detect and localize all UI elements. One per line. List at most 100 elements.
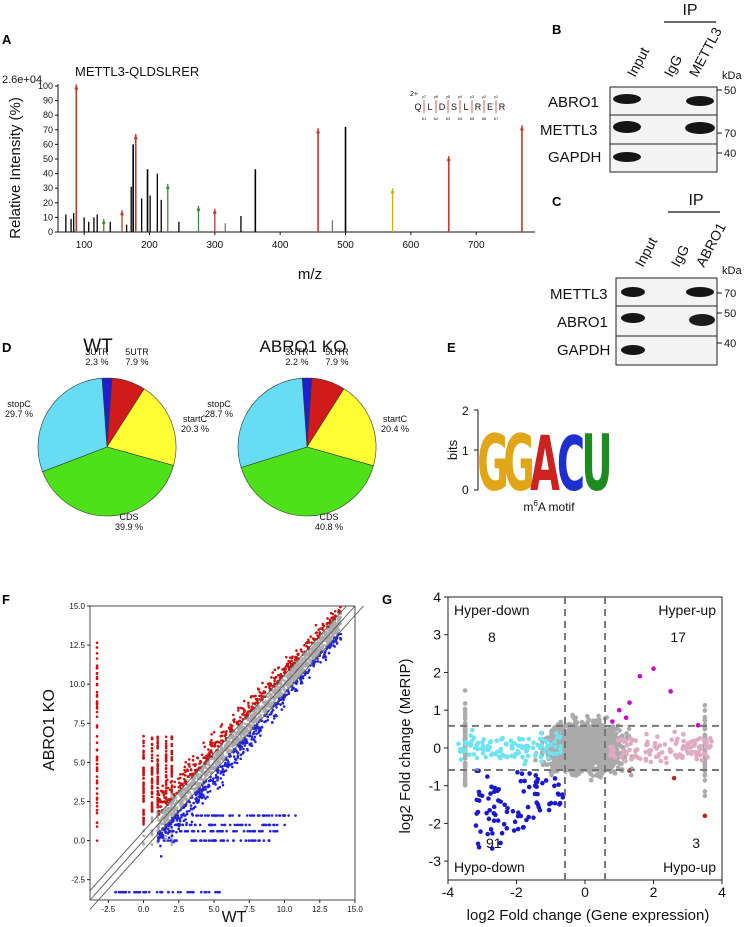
data-point xyxy=(170,802,173,806)
data-point xyxy=(156,786,159,790)
y-tick-label: 3 xyxy=(433,627,441,643)
data-point xyxy=(337,610,340,614)
data-point xyxy=(204,774,208,777)
data-point xyxy=(705,754,710,760)
data-point xyxy=(253,709,256,713)
data-point xyxy=(287,814,290,817)
data-point xyxy=(574,720,580,725)
data-point xyxy=(605,762,611,767)
data-point xyxy=(295,649,298,652)
data-point xyxy=(575,751,581,757)
pie-slice-label: startC xyxy=(383,414,408,424)
data-point xyxy=(526,814,531,820)
data-point xyxy=(190,793,193,796)
data-point xyxy=(156,767,159,771)
data-point xyxy=(504,809,510,815)
data-point xyxy=(304,665,307,668)
data-point xyxy=(183,774,187,777)
pie-slice xyxy=(306,388,377,467)
data-point xyxy=(156,782,159,786)
data-point xyxy=(170,749,174,753)
data-point xyxy=(252,814,256,817)
data-point xyxy=(190,823,193,827)
data-point xyxy=(235,761,239,765)
data-point xyxy=(166,807,170,811)
data-point xyxy=(609,745,614,750)
quadrant-count: 8 xyxy=(488,629,496,645)
logo-tick-label: 2 xyxy=(462,404,469,418)
data-point xyxy=(204,765,207,769)
data-point xyxy=(244,732,247,735)
data-point xyxy=(659,750,665,755)
data-point xyxy=(138,890,141,894)
data-point xyxy=(611,752,616,758)
data-point xyxy=(173,780,177,784)
data-point xyxy=(630,737,635,743)
data-point xyxy=(320,646,324,649)
ms-y-tick-label: 60 xyxy=(43,139,53,149)
ms-x-tick-label: 300 xyxy=(206,240,223,251)
data-point xyxy=(587,740,593,745)
data-point xyxy=(142,813,145,816)
data-point xyxy=(248,823,251,827)
data-point xyxy=(622,758,627,763)
y-ion-label: y7 xyxy=(422,94,427,99)
data-point xyxy=(159,844,162,848)
data-point xyxy=(183,787,186,791)
data-point xyxy=(695,722,701,728)
data-point xyxy=(170,793,174,796)
data-point xyxy=(315,631,319,634)
data-point xyxy=(321,622,325,626)
data-point xyxy=(188,765,191,768)
data-point xyxy=(324,632,328,635)
data-point xyxy=(468,742,474,748)
data-point xyxy=(266,695,270,698)
data-point xyxy=(186,890,189,894)
data-point xyxy=(232,829,235,833)
data-point xyxy=(222,730,225,734)
data-point xyxy=(235,720,239,724)
data-point xyxy=(296,662,300,666)
data-point xyxy=(221,814,225,817)
data-point xyxy=(150,777,154,780)
data-point xyxy=(571,728,577,734)
pie-slice xyxy=(237,377,308,468)
data-point xyxy=(605,755,610,761)
data-point xyxy=(220,749,223,753)
data-point xyxy=(186,791,190,795)
ms-peak-annotation xyxy=(74,86,78,91)
data-point xyxy=(253,738,256,742)
data-point xyxy=(142,741,145,745)
data-point xyxy=(164,775,168,779)
data-point xyxy=(124,890,128,894)
data-point xyxy=(244,823,248,827)
data-point xyxy=(190,839,193,842)
data-point xyxy=(202,787,205,791)
data-point xyxy=(282,705,286,708)
data-point xyxy=(176,890,180,894)
data-point xyxy=(272,717,276,720)
data-point xyxy=(221,783,225,787)
data-point xyxy=(530,745,536,751)
data-point xyxy=(170,775,174,778)
pie-slice-label: CDS xyxy=(119,512,138,522)
data-point xyxy=(181,773,185,776)
data-point xyxy=(209,740,212,744)
data-point xyxy=(533,773,539,778)
data-point xyxy=(200,790,204,793)
data-point xyxy=(215,763,218,767)
data-point xyxy=(548,733,554,739)
lane-label-input-c: Input xyxy=(632,234,661,269)
ms-y-tick-label: 0 xyxy=(48,227,53,237)
ms-peak-annotation xyxy=(316,130,320,134)
data-point xyxy=(262,691,266,695)
data-point xyxy=(142,770,145,773)
data-point xyxy=(488,791,493,796)
data-point xyxy=(239,735,243,738)
data-point xyxy=(142,787,145,790)
data-point xyxy=(462,771,468,777)
data-point xyxy=(197,781,201,785)
data-point xyxy=(484,810,489,816)
blot-row-label: METTL3 xyxy=(540,122,598,139)
